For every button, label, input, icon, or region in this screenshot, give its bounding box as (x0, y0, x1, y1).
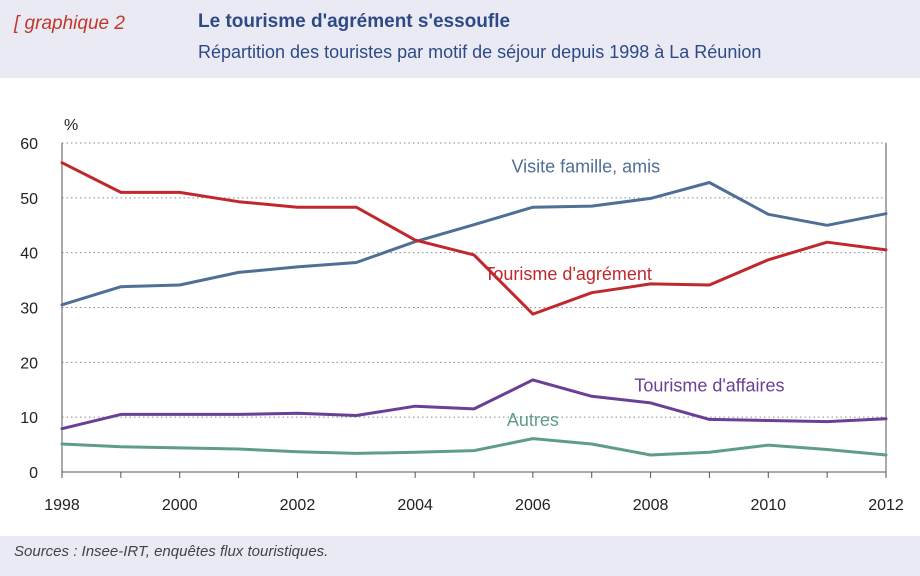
x-tick-label: 2008 (633, 497, 669, 514)
series-line-1 (60, 161, 888, 316)
x-tick-label: 2000 (162, 497, 198, 514)
series-lines (60, 161, 888, 457)
x-tick-label: 1998 (44, 497, 80, 514)
y-tick-label: 30 (20, 301, 38, 318)
series-line-0 (60, 181, 888, 307)
y-tick-label: 0 (29, 465, 38, 482)
axes: 0 10 20 30 40 50 60 1998 2000 2002 2004 2006 2008 201… (20, 136, 904, 514)
x-tick-label: 2012 (868, 497, 904, 514)
y-tick-label: 50 (20, 191, 38, 208)
chart-subtitle: Répartition des touristes par motif de s… (198, 42, 762, 62)
y-tick-label: 40 (20, 246, 38, 263)
series-label-3: Autres (507, 410, 559, 430)
y-axis-unit: % (64, 117, 78, 134)
series-label-2: Tourisme d'affaires (634, 375, 784, 395)
series-labels: Visite famille, amis Tourisme d'agrément T… (484, 157, 784, 430)
x-tick-label: 2006 (515, 497, 551, 514)
figure-tag: [ graphique 2 (14, 13, 125, 34)
series-label-0: Visite famille, amis (511, 157, 660, 177)
series-label-1: Tourisme d'agrément (484, 264, 652, 284)
series-line-2 (60, 378, 888, 431)
x-tick-label: 2004 (397, 497, 433, 514)
x-tick-label: 2002 (280, 497, 316, 514)
x-tick-label: 2010 (750, 497, 786, 514)
source-note: Sources : Insee-IRT, enquêtes flux touri… (14, 543, 329, 560)
y-tick-label: 20 (20, 355, 38, 372)
y-tick-label: 60 (20, 136, 38, 153)
series-line-3 (60, 437, 888, 457)
chart-title: Le tourisme d'agrément s'essoufle (198, 11, 511, 32)
y-tick-label: 10 (20, 410, 38, 427)
